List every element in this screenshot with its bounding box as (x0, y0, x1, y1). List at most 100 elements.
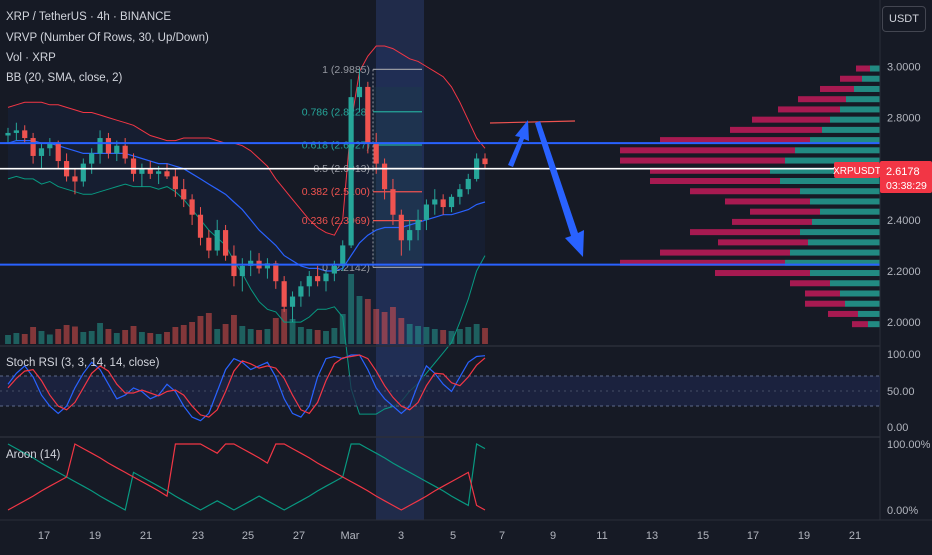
candle-body[interactable] (398, 214, 404, 241)
candle-body[interactable] (390, 189, 396, 215)
horizontal-levels[interactable] (0, 142, 880, 266)
price-badge-countdown: 03:38:29 (886, 180, 927, 192)
vp-row-down (820, 85, 854, 92)
candle-body[interactable] (5, 132, 11, 136)
candles[interactable] (5, 69, 488, 323)
candle-body[interactable] (231, 255, 237, 277)
candle-body[interactable] (315, 276, 321, 282)
candle-body[interactable] (13, 130, 19, 133)
projection-arrows[interactable] (489, 120, 584, 257)
time-tick: 19 (798, 530, 810, 542)
time-selection-band (376, 0, 424, 520)
candle-body[interactable] (423, 204, 430, 220)
aroon-tick: 100.00% (887, 439, 931, 451)
candle-body[interactable] (105, 138, 112, 154)
candle-body[interactable] (323, 273, 329, 282)
candle-body[interactable] (55, 143, 61, 162)
candle-body[interactable] (72, 176, 78, 182)
candle-body[interactable] (130, 158, 137, 174)
time-axis[interactable]: 17 19 21 23 25 27 Mar 3 5 7 9 11 13 15 17 19 21 (38, 530, 861, 542)
candle-body[interactable] (457, 189, 463, 197)
stoch-axis: 100.00 50.00 0.00 (887, 349, 921, 434)
volume-bar (97, 323, 103, 344)
vp-row-up (858, 310, 880, 317)
candle-body[interactable] (348, 97, 354, 246)
volume-bar (381, 312, 388, 344)
time-tick: 13 (646, 530, 658, 542)
candle-body[interactable] (139, 168, 145, 174)
candle-body[interactable] (206, 237, 212, 251)
candle-body[interactable] (448, 196, 455, 208)
candle-body[interactable] (331, 265, 337, 274)
candle-body[interactable] (440, 199, 446, 208)
candle-body[interactable] (415, 219, 421, 231)
candle-body[interactable] (114, 145, 120, 154)
candle-body[interactable] (289, 296, 296, 307)
candle-body[interactable] (306, 276, 312, 287)
candle-body[interactable] (482, 158, 488, 165)
time-tick: 17 (38, 530, 50, 542)
candle-body[interactable] (381, 163, 388, 190)
candle-body[interactable] (172, 176, 178, 190)
candle-body[interactable] (264, 263, 271, 269)
candle-body[interactable] (273, 263, 279, 282)
candle-body[interactable] (298, 286, 304, 297)
candle-body[interactable] (122, 145, 128, 159)
time-tick: 25 (242, 530, 254, 542)
candle-body[interactable] (248, 260, 254, 266)
candle-body[interactable] (222, 230, 229, 256)
candle-body[interactable] (147, 168, 153, 174)
candle-body[interactable] (97, 138, 103, 154)
candle-body[interactable] (365, 86, 371, 144)
candle-body[interactable] (89, 153, 95, 164)
candle-body[interactable] (239, 265, 245, 277)
arrow-up[interactable] (508, 120, 529, 167)
price-tick: 2.8000 (887, 113, 921, 125)
candle-body[interactable] (80, 163, 86, 182)
candle-body[interactable] (156, 171, 162, 174)
vp-row-down (725, 198, 810, 205)
volume-bar (448, 331, 455, 344)
candle-body[interactable] (340, 245, 346, 266)
vp-row-down (718, 239, 808, 246)
candle-body[interactable] (197, 214, 204, 238)
candle-body[interactable] (47, 143, 53, 149)
vp-row-down (620, 147, 795, 154)
candle-body[interactable] (22, 130, 28, 139)
price-axis[interactable]: 3.20003.00002.80002.60002.40002.20002.00… (887, 10, 921, 329)
symbol-title[interactable]: XRP / TetherUS · 4h · BINANCE (6, 11, 172, 23)
indicator-volume[interactable]: Vol · XRP (6, 52, 56, 64)
trend-line-top[interactable] (489, 120, 576, 124)
volume-bar (164, 332, 170, 344)
vp-row-up (780, 178, 880, 185)
aroon-tick: 0.00% (887, 505, 918, 517)
stoch-rsi-title[interactable]: Stoch RSI (3, 3, 14, 14, close) (6, 357, 160, 369)
candle-body[interactable] (164, 171, 170, 177)
vp-row-up (845, 300, 880, 307)
indicator-bb[interactable]: BB (20, SMA, close, 2) (6, 72, 123, 84)
aroon-title[interactable]: Aroon (14) (6, 449, 61, 461)
candle-body[interactable] (38, 148, 45, 156)
candle-body[interactable] (281, 281, 287, 307)
candle-body[interactable] (181, 189, 187, 200)
time-tick: 23 (192, 530, 204, 542)
vp-row-up (810, 137, 880, 144)
candle-body[interactable] (407, 230, 413, 241)
volume-bar (13, 333, 20, 344)
currency-button[interactable]: USDT (882, 6, 926, 32)
candle-body[interactable] (465, 178, 471, 190)
candle-body[interactable] (432, 199, 438, 205)
candle-body[interactable] (373, 143, 379, 164)
volume-bar (465, 327, 472, 344)
candle-body[interactable] (356, 86, 363, 98)
vp-row-down (620, 157, 785, 164)
candle-body[interactable] (214, 230, 220, 251)
volume-bar (256, 330, 262, 344)
candle-body[interactable] (30, 138, 36, 156)
candle-body[interactable] (189, 199, 195, 215)
volume-bar (272, 318, 279, 344)
arrow-down[interactable] (535, 121, 584, 257)
indicator-vrvp[interactable]: VRVP (Number Of Rows, 30, Up/Down) (6, 32, 209, 44)
